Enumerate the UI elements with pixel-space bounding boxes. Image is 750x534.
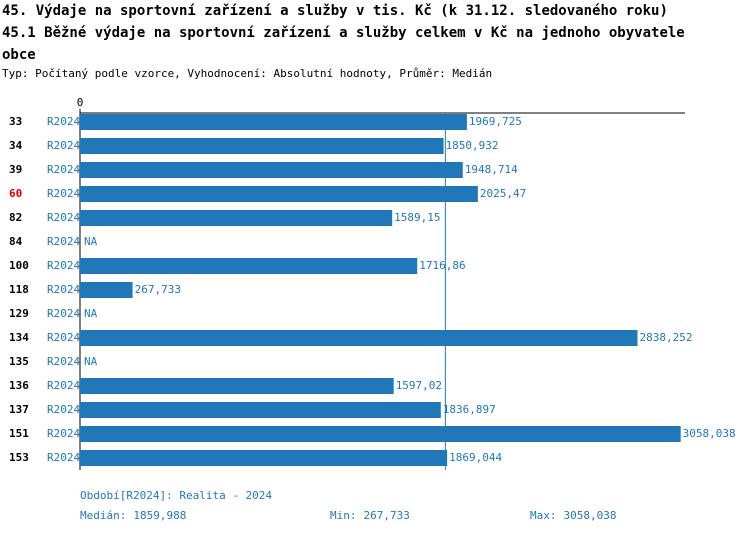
category-label: 82 <box>9 211 22 224</box>
category-label: 137 <box>9 403 29 416</box>
series-label: R2024 <box>47 403 80 416</box>
summary-label: Min: <box>330 509 357 522</box>
bar <box>80 402 441 418</box>
series-label: R2024 <box>47 451 80 464</box>
value-label: 3058,038 <box>683 427 736 440</box>
series-label: R2024 <box>47 355 80 368</box>
value-label: 1869,044 <box>449 451 502 464</box>
series-label: R2024 <box>47 379 80 392</box>
category-label: 153 <box>9 451 29 464</box>
summary-value: 1859,988 <box>133 509 186 522</box>
value-label: 2838,252 <box>640 331 693 344</box>
summary-label: Medián: <box>80 509 126 522</box>
bar <box>80 330 638 346</box>
value-label: 1589,15 <box>394 211 440 224</box>
category-label: 39 <box>9 163 22 176</box>
value-label: 1850,932 <box>446 139 499 152</box>
series-label: R2024 <box>47 211 80 224</box>
series-label: R2024 <box>47 331 80 344</box>
bar <box>80 162 463 178</box>
category-label: 33 <box>9 115 22 128</box>
chart-title: 45. Výdaje na sportovní zařízení a služb… <box>2 3 668 19</box>
value-label: NA <box>84 307 98 320</box>
category-label: 135 <box>9 355 29 368</box>
bar <box>80 186 478 202</box>
bar <box>80 378 394 394</box>
summary: Min: 267,733 <box>330 509 410 522</box>
bar <box>80 426 681 442</box>
value-label: NA <box>84 235 98 248</box>
value-label: 1969,725 <box>469 115 522 128</box>
period-label: Období[R2024]: Realita - 2024 <box>80 489 272 502</box>
summary-label: Max: <box>530 509 557 522</box>
header: 45. Výdaje na sportovní zařízení a služb… <box>2 0 702 82</box>
bar <box>80 450 448 466</box>
category-label: 136 <box>9 379 29 392</box>
value-label: 1716,86 <box>419 259 465 272</box>
series-label: R2024 <box>47 259 80 272</box>
bar <box>80 210 393 226</box>
summary-value: 267,733 <box>364 509 410 522</box>
value-label: 1836,897 <box>443 403 496 416</box>
series-label: R2024 <box>47 307 80 320</box>
bar <box>80 138 444 154</box>
value-label: 267,733 <box>135 283 181 296</box>
category-label: 60 <box>9 187 22 200</box>
category-label: 84 <box>9 235 23 248</box>
series-label: R2024 <box>47 163 80 176</box>
series-label: R2024 <box>47 427 80 440</box>
category-label: 134 <box>9 331 29 344</box>
series-label: R2024 <box>47 187 80 200</box>
chart-note: Typ: Počítaný podle vzorce, Vyhodnocení:… <box>2 67 493 80</box>
bar <box>80 114 467 130</box>
series-label: R2024 <box>47 283 80 296</box>
category-label: 34 <box>9 139 23 152</box>
value-label: 2025,47 <box>480 187 526 200</box>
x-tick-label: 0 <box>77 96 84 109</box>
summary-value: 3058,038 <box>564 509 617 522</box>
value-label: 1597,02 <box>396 379 442 392</box>
category-label: 129 <box>9 307 29 320</box>
bar <box>80 282 133 298</box>
chart-subtitle: 45.1 Běžné výdaje na sportovní zařízení … <box>2 25 685 63</box>
summary: Max: 3058,038 <box>530 509 616 522</box>
series-label: R2024 <box>47 235 80 248</box>
category-label: 100 <box>9 259 29 272</box>
value-label: 1948,714 <box>465 163 518 176</box>
series-label: R2024 <box>47 115 80 128</box>
series-label: R2024 <box>47 139 80 152</box>
summary: Medián: 1859,988 <box>80 509 186 522</box>
value-label: NA <box>84 355 98 368</box>
category-label: 118 <box>9 283 29 296</box>
bar <box>80 258 418 274</box>
category-label: 151 <box>9 427 29 440</box>
